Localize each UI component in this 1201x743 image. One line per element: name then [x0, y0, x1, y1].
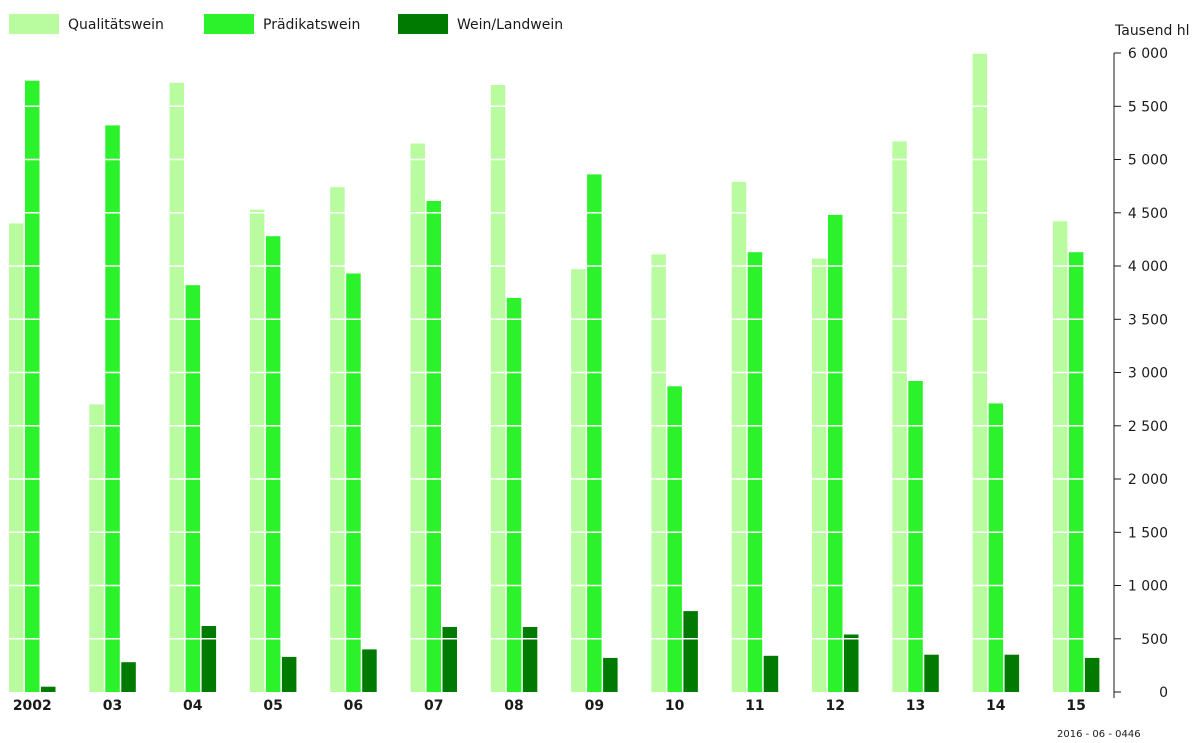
x-tick-label: 07 [424, 698, 443, 714]
bar-15-series-2 [1068, 252, 1084, 692]
y-tick-label: 4 000 [1128, 259, 1168, 275]
x-tick-label: 05 [263, 698, 282, 714]
bar-05-series-2 [265, 236, 281, 692]
bar-2002-series-2 [25, 80, 40, 692]
bar-11-series-3 [763, 655, 779, 692]
bar-03-series-2 [105, 125, 120, 692]
bar-04-series-3 [201, 626, 217, 692]
bar-03-series-1 [89, 404, 104, 692]
y-tick-label: 4 500 [1128, 206, 1168, 222]
y-tick-label: 2 000 [1128, 472, 1168, 488]
bars [0, 52, 1112, 693]
bar-07-series-1 [410, 143, 425, 692]
x-tick-label: 15 [1066, 698, 1085, 714]
bar-07-series-2 [426, 201, 441, 692]
bar-06-series-3 [362, 649, 377, 692]
y-tick-label: 5 000 [1128, 153, 1168, 169]
y-tick-label: 6 000 [1128, 46, 1168, 62]
legend-swatch-2 [204, 14, 254, 34]
bar-09-series-2 [587, 174, 602, 692]
bar-10-series-1 [651, 254, 666, 693]
y-tick-label: 500 [1141, 632, 1168, 648]
bar-04-series-2 [185, 285, 201, 692]
y-tick-label: 1 500 [1128, 525, 1168, 541]
legend-swatch-3 [398, 14, 448, 34]
bar-12-series-3 [844, 634, 859, 692]
bar-06-series-2 [346, 273, 361, 692]
bar-12-series-1 [812, 258, 827, 692]
bar-10-series-2 [667, 386, 682, 692]
bar-13-series-3 [924, 654, 939, 692]
bar-08-series-2 [506, 297, 522, 692]
y-tick-label: 3 000 [1128, 366, 1168, 382]
y-tick-label: 1 000 [1128, 579, 1168, 595]
bar-13-series-1 [892, 141, 907, 692]
y-tick-label: 0 [1159, 685, 1168, 701]
y-tick-label: 3 500 [1128, 312, 1168, 328]
x-tick-label: 03 [103, 698, 122, 714]
y-axis: 0 500 1 000 1 500 2 000 2 500 3 000 3 500 4 000 4… [1113, 46, 1168, 701]
bar-05-series-3 [281, 656, 297, 692]
x-tick-label: 12 [826, 698, 845, 714]
bar-06-series-1 [330, 187, 345, 692]
legend-swatch-1 [9, 14, 59, 34]
bar-10-series-3 [683, 611, 698, 692]
y-tick-label: 2 500 [1128, 419, 1168, 435]
x-tick-label: 09 [585, 698, 604, 714]
y-axis-unit-label: Tausend hl [1114, 23, 1190, 39]
x-tick-label: 06 [344, 698, 363, 714]
bar-07-series-3 [442, 627, 457, 692]
bar-11-series-1 [731, 181, 747, 692]
y-tick-label: 5 500 [1128, 99, 1168, 115]
bar-09-series-3 [603, 657, 618, 692]
bar-13-series-2 [908, 381, 923, 692]
x-tick-label: 13 [906, 698, 925, 714]
bar-12-series-2 [828, 214, 843, 692]
x-tick-label: 08 [504, 698, 523, 714]
x-tick-label: 04 [183, 698, 203, 714]
bar-2002-series-3 [41, 686, 56, 692]
footer-code: 2016 - 06 - 0446 [1057, 729, 1141, 740]
legend-label-1: Qualitätswein [68, 17, 164, 33]
bar-15-series-3 [1084, 657, 1100, 692]
bar-15-series-1 [1052, 221, 1068, 693]
bar-2002-series-1 [9, 223, 24, 692]
bar-14-series-2 [988, 403, 1004, 692]
bar-14-series-3 [1004, 654, 1020, 692]
bar-03-series-3 [121, 662, 136, 692]
x-tick-label: 11 [745, 698, 764, 714]
bar-11-series-2 [747, 252, 763, 692]
bar-08-series-3 [522, 627, 538, 692]
legend-label-2: Prädikatswein [263, 17, 360, 33]
legend: Qualitätswein Prädikatswein Wein/Landwein [9, 14, 563, 34]
x-tick-label: 14 [986, 698, 1006, 714]
legend-label-3: Wein/Landwein [457, 17, 563, 33]
bar-04-series-1 [169, 82, 185, 693]
x-tick-label: 10 [665, 698, 685, 714]
bar-05-series-1 [249, 209, 265, 692]
bar-09-series-1 [571, 269, 586, 692]
x-axis-labels: 2002 03 04 05 06 07 08 09 10 11 12 13 14 15 [13, 698, 1086, 714]
bar-08-series-1 [490, 85, 506, 692]
x-tick-label: 2002 [13, 698, 52, 714]
